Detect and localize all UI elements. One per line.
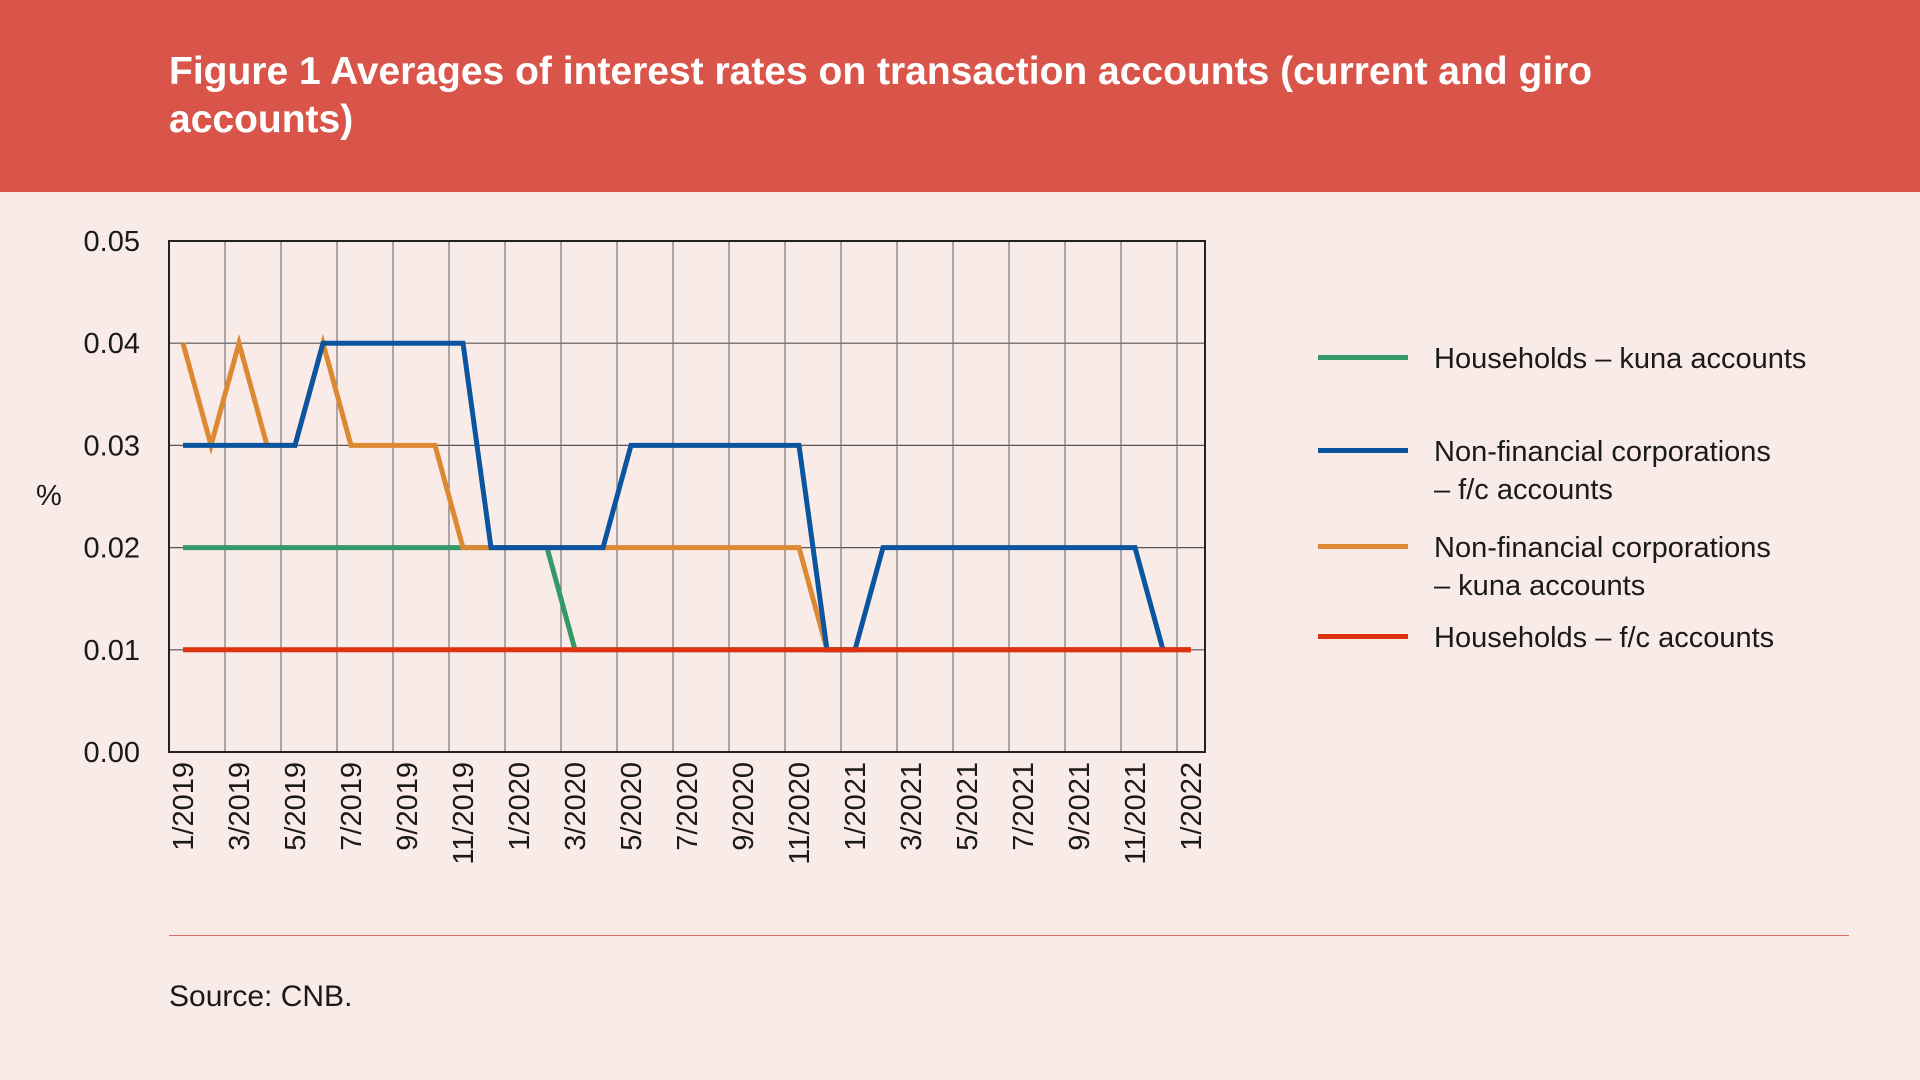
legend-item-households-kuna: Households – kuna accounts [1318, 340, 1806, 378]
legend-swatch [1318, 544, 1408, 549]
x-tick-label: 7/2021 [1008, 762, 1040, 851]
y-tick-label: 0.00 [84, 737, 140, 769]
plot-frame [168, 240, 1206, 753]
y-tick-label: 0.04 [84, 328, 140, 360]
series-line-0 [183, 545, 1191, 653]
y-tick-label: 0.02 [84, 533, 140, 565]
x-tick-label: 7/2020 [672, 762, 704, 851]
legend-item-nfc-fc: Non-financial corporations – f/c account… [1318, 433, 1771, 509]
series-line-1 [180, 333, 1191, 653]
x-tick-label: 1/2021 [840, 762, 872, 851]
x-tick-label: 5/2020 [616, 762, 648, 851]
x-tick-label: 11/2021 [1120, 762, 1152, 865]
legend-label: Households – kuna accounts [1434, 343, 1807, 375]
x-tick-label: 11/2019 [448, 762, 480, 865]
series-line-2 [183, 340, 1166, 653]
y-tick-label: 0.01 [84, 635, 140, 667]
legend-swatch [1318, 355, 1408, 360]
x-tick-label: 1/2022 [1176, 762, 1208, 851]
legend-swatch [1318, 634, 1408, 639]
legend-label: Non-financial corporations – kuna accoun… [1434, 532, 1771, 602]
x-tick-label: 3/2021 [896, 762, 928, 851]
y-axis-label: % [36, 480, 62, 512]
legend-swatch [1318, 448, 1408, 453]
x-tick-label: 3/2019 [224, 762, 256, 851]
legend-label: Non-financial corporations – f/c account… [1434, 436, 1771, 506]
divider [169, 935, 1849, 936]
legend-item-households-fc: Households – f/c accounts [1318, 619, 1774, 657]
x-tick-label: 9/2021 [1064, 762, 1096, 851]
x-tick-label: 7/2019 [336, 762, 368, 851]
legend-label: Households – f/c accounts [1434, 622, 1775, 654]
header-banner: Figure 1 Averages of interest rates on t… [0, 0, 1920, 192]
y-tick-label: 0.05 [84, 226, 140, 258]
figure-title: Figure 1 Averages of interest rates on t… [169, 50, 1593, 141]
x-tick-label: 9/2020 [728, 762, 760, 851]
legend-item-nfc-kuna: Non-financial corporations – kuna accoun… [1318, 529, 1771, 605]
x-tick-label: 5/2019 [280, 762, 312, 851]
x-tick-label: 9/2019 [392, 762, 424, 851]
x-tick-label: 11/2020 [784, 762, 816, 865]
x-tick-label: 3/2020 [560, 762, 592, 851]
x-tick-label: 1/2020 [504, 762, 536, 851]
source-note: Source: CNB. [169, 980, 353, 1013]
y-tick-label: 0.03 [84, 430, 140, 462]
x-tick-label: 1/2019 [168, 762, 200, 851]
x-tick-label: 5/2021 [952, 762, 984, 851]
